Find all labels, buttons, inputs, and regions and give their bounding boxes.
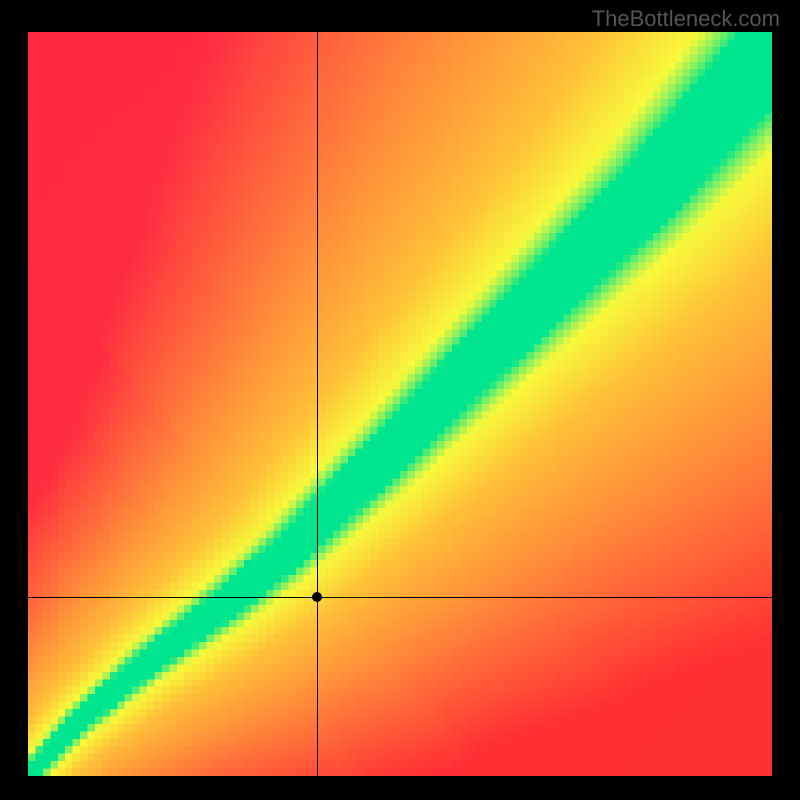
- chart-container: TheBottleneck.com: [0, 0, 800, 800]
- crosshair-dot: [312, 592, 322, 602]
- crosshair-horizontal: [28, 597, 772, 598]
- heatmap-plot: [28, 32, 772, 776]
- watermark-text: TheBottleneck.com: [592, 6, 780, 32]
- crosshair-vertical: [317, 32, 318, 776]
- heatmap-canvas: [28, 32, 772, 776]
